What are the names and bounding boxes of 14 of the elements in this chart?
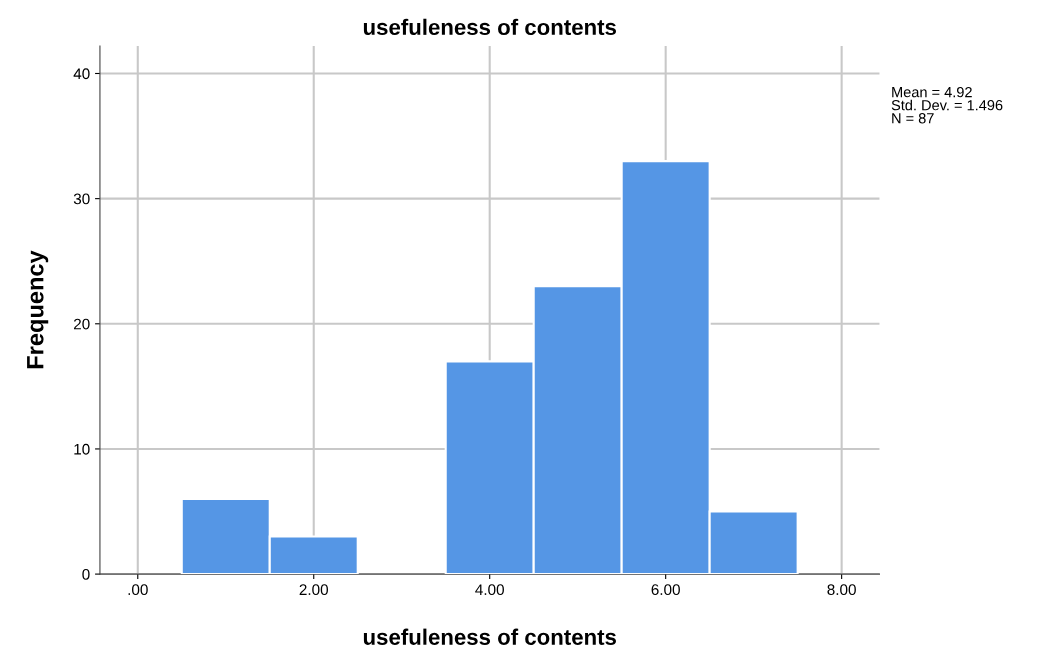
x-axis-title: usefuleness of contents xyxy=(363,628,616,645)
x-tick-label: 4.00 xyxy=(475,584,504,596)
text: Mean = 4.92 Std. Dev. = 1.496 N = 87 xyxy=(891,86,1003,124)
y-tick-label: 0 xyxy=(82,568,90,580)
y-tick-label: 40 xyxy=(73,68,90,80)
x-tick-label: 8.00 xyxy=(827,584,856,596)
x-tick-label: 2.00 xyxy=(299,584,329,596)
y-tick-label: 30 xyxy=(73,193,90,205)
y-tick-label: 10 xyxy=(74,443,90,455)
x-tick-label: 6.00 xyxy=(651,584,680,596)
y-tick-label: 20 xyxy=(73,318,90,330)
chart-title: usefuleness of contents xyxy=(363,18,616,36)
y-axis-title: Frequency xyxy=(27,250,49,369)
x-tick-label: .00 xyxy=(128,584,148,596)
